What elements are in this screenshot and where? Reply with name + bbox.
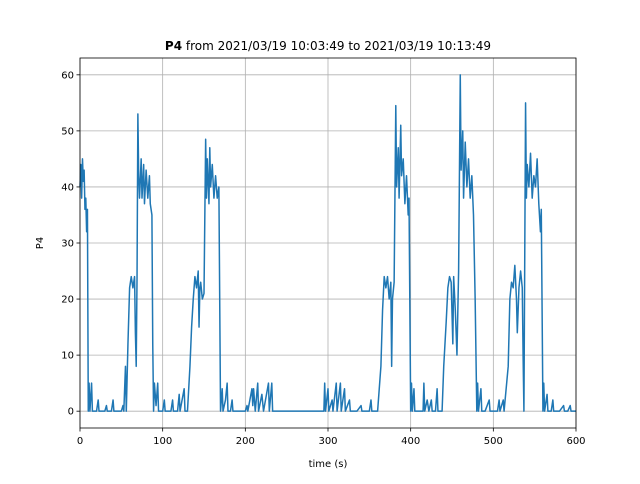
y-tick-label: 20 <box>61 295 74 306</box>
y-tick-label: 60 <box>61 70 74 81</box>
y-tick-label: 30 <box>61 239 74 250</box>
chart-title: P4 from 2021/03/19 10:03:49 to 2021/03/1… <box>165 39 491 53</box>
plot-frame <box>79 57 577 429</box>
data-line <box>79 74 576 412</box>
x-tick-label: 500 <box>484 436 503 447</box>
y-tick-label: 0 <box>68 407 74 418</box>
y-tick-label: 40 <box>61 182 74 193</box>
x-tick-label: 0 <box>77 436 83 447</box>
x-axis-label: time (s) <box>309 459 348 470</box>
x-tick-label: 200 <box>236 436 255 447</box>
x-tick-label: 600 <box>566 436 585 447</box>
y-tick-label: 50 <box>61 126 74 137</box>
x-tick-label: 100 <box>153 436 172 447</box>
chart-title-text: from 2021/03/19 10:03:49 to 2021/03/19 1… <box>186 39 491 53</box>
chart-title-bold: P4 <box>165 39 182 53</box>
x-tick-label: 400 <box>401 436 420 447</box>
x-tick-label: 300 <box>318 436 337 447</box>
y-axis-label: P4 <box>35 237 46 249</box>
y-tick-label: 10 <box>61 351 74 362</box>
